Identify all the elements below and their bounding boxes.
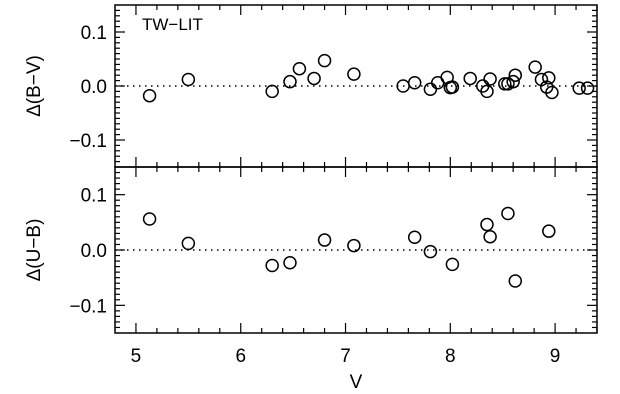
top-panel-points (142, 53, 595, 103)
data-point (347, 67, 361, 81)
data-point (423, 82, 438, 96)
data-point (545, 85, 559, 100)
data-point (498, 77, 512, 91)
data-point (508, 274, 523, 288)
data-point (508, 68, 523, 82)
top-panel-annotation: TW−LIT (142, 15, 203, 34)
data-point (283, 74, 297, 89)
top-panel-ticks: 0.1 0.0 −0.1 (69, 5, 598, 167)
data-point (506, 74, 520, 89)
data-point (483, 229, 497, 244)
data-point (347, 238, 361, 253)
x-tick-label: 5 (131, 346, 142, 367)
data-point (407, 76, 422, 90)
data-point (142, 212, 157, 226)
data-point (181, 236, 196, 251)
x-axis-label: V (350, 372, 363, 393)
data-point (542, 71, 556, 85)
bottom-panel-frame (114, 166, 598, 334)
top-panel: 0.1 0.0 −0.1 TW−LIT Δ(B−V) (24, 4, 598, 168)
data-point (307, 71, 321, 86)
data-point (463, 71, 477, 86)
bottom-panel-ticks: 0.1 0.0 −0.1 5 6 7 8 9 (69, 167, 598, 367)
y-tick-label: 0.0 (81, 241, 107, 262)
data-point (501, 206, 515, 221)
x-tick-label: 8 (445, 346, 456, 367)
y-tick-label: −0.1 (69, 296, 107, 317)
data-point (542, 224, 556, 238)
data-point (423, 244, 438, 259)
y-tick-label: 0.1 (81, 23, 107, 44)
data-point (572, 81, 586, 95)
y-tick-label: −0.1 (69, 131, 107, 152)
data-point (580, 81, 595, 95)
data-point (283, 255, 297, 270)
x-tick-label: 7 (340, 346, 351, 367)
bottom-panel-points (142, 206, 556, 288)
data-point (317, 233, 332, 247)
bottom-panel: 0.1 0.0 −0.1 5 6 7 8 9 Δ(U−B) V (24, 166, 598, 393)
top-panel-ylabel: Δ(B−V) (24, 55, 45, 117)
data-point (265, 258, 279, 273)
x-tick-label: 6 (235, 346, 246, 367)
data-point (142, 88, 157, 103)
data-point (528, 60, 542, 74)
y-tick-label: 0.1 (81, 186, 107, 207)
data-point (181, 72, 196, 87)
y-tick-label: 0.0 (81, 77, 107, 98)
data-point (265, 84, 279, 99)
data-point (483, 72, 497, 86)
data-point (292, 61, 307, 76)
data-point (407, 230, 422, 245)
data-point (480, 84, 494, 99)
data-point (480, 217, 494, 232)
data-point (317, 53, 332, 68)
x-tick-label: 9 (550, 346, 561, 367)
bottom-panel-ylabel: Δ(U−B) (24, 219, 45, 282)
data-point (445, 80, 460, 94)
data-point (445, 257, 460, 272)
